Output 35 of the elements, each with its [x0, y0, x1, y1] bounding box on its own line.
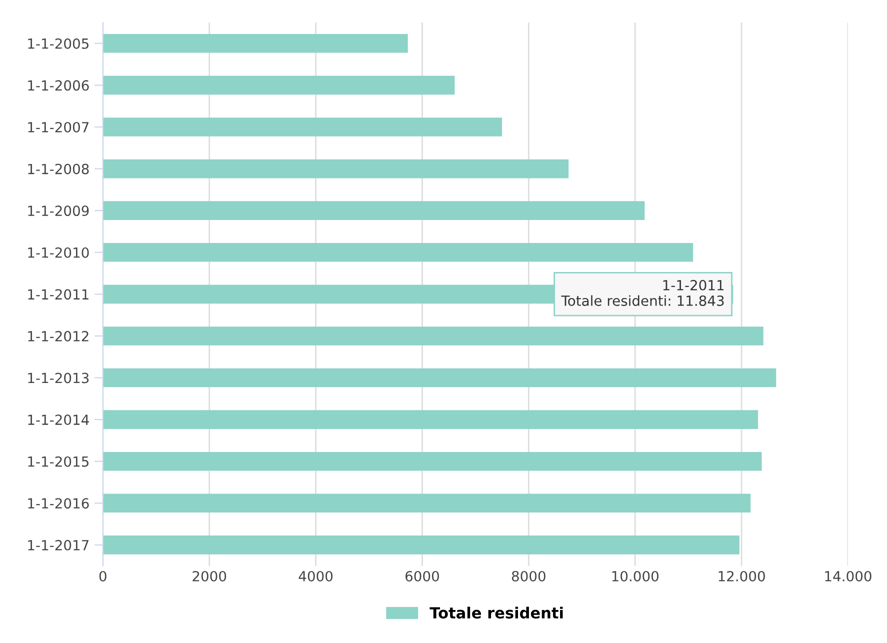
annotation: 1-1-2011 Totale residenti: 11.843: [561, 280, 724, 306]
x-tick-label: 8000: [512, 570, 546, 582]
x-tick-label: 0: [99, 570, 106, 582]
bar: [102, 368, 776, 388]
x-tick-label: 12.000: [718, 570, 765, 582]
y-tick-label: 1-1-2013: [28, 372, 89, 384]
y-tick-label: 1-1-2015: [28, 456, 88, 467]
bar: [102, 242, 694, 262]
y-tick-label: 1-1-2009: [28, 206, 89, 216]
y-tick-label: 1-1-2006: [28, 80, 89, 91]
bar: [102, 326, 764, 346]
x-tick-label: 4000: [298, 570, 333, 582]
y-tick-label: 1-1-2008: [28, 164, 89, 174]
y-tick-label: 1-1-2007: [28, 122, 89, 132]
y-tick-label: 1-1-2016: [28, 498, 89, 509]
y-tick-label: 1-1-2017: [28, 540, 89, 550]
bar: [102, 159, 569, 178]
y-tick-label: 1-1-2011: [28, 289, 88, 300]
bar: [102, 452, 762, 471]
legend-label: Totale residenti: [430, 606, 563, 619]
y-tick-label: 1-1-2012: [28, 330, 88, 342]
y-tick-label: 1-1-2005: [28, 38, 88, 49]
bar: [102, 201, 645, 220]
bar: [102, 118, 502, 136]
x-tick-label: 14.000: [825, 570, 872, 582]
x-tick-label: 2000: [192, 570, 226, 582]
bar: [102, 410, 758, 429]
bar: [102, 34, 408, 53]
y-tick-label: 1-1-2010: [28, 247, 89, 258]
bar: [102, 76, 455, 95]
y-tick-label: 1-1-2014: [28, 414, 89, 426]
bar: [102, 494, 751, 513]
bar: [102, 536, 740, 554]
x-tick-label: 6000: [406, 570, 439, 582]
x-tick-label: 10.000: [612, 570, 658, 582]
